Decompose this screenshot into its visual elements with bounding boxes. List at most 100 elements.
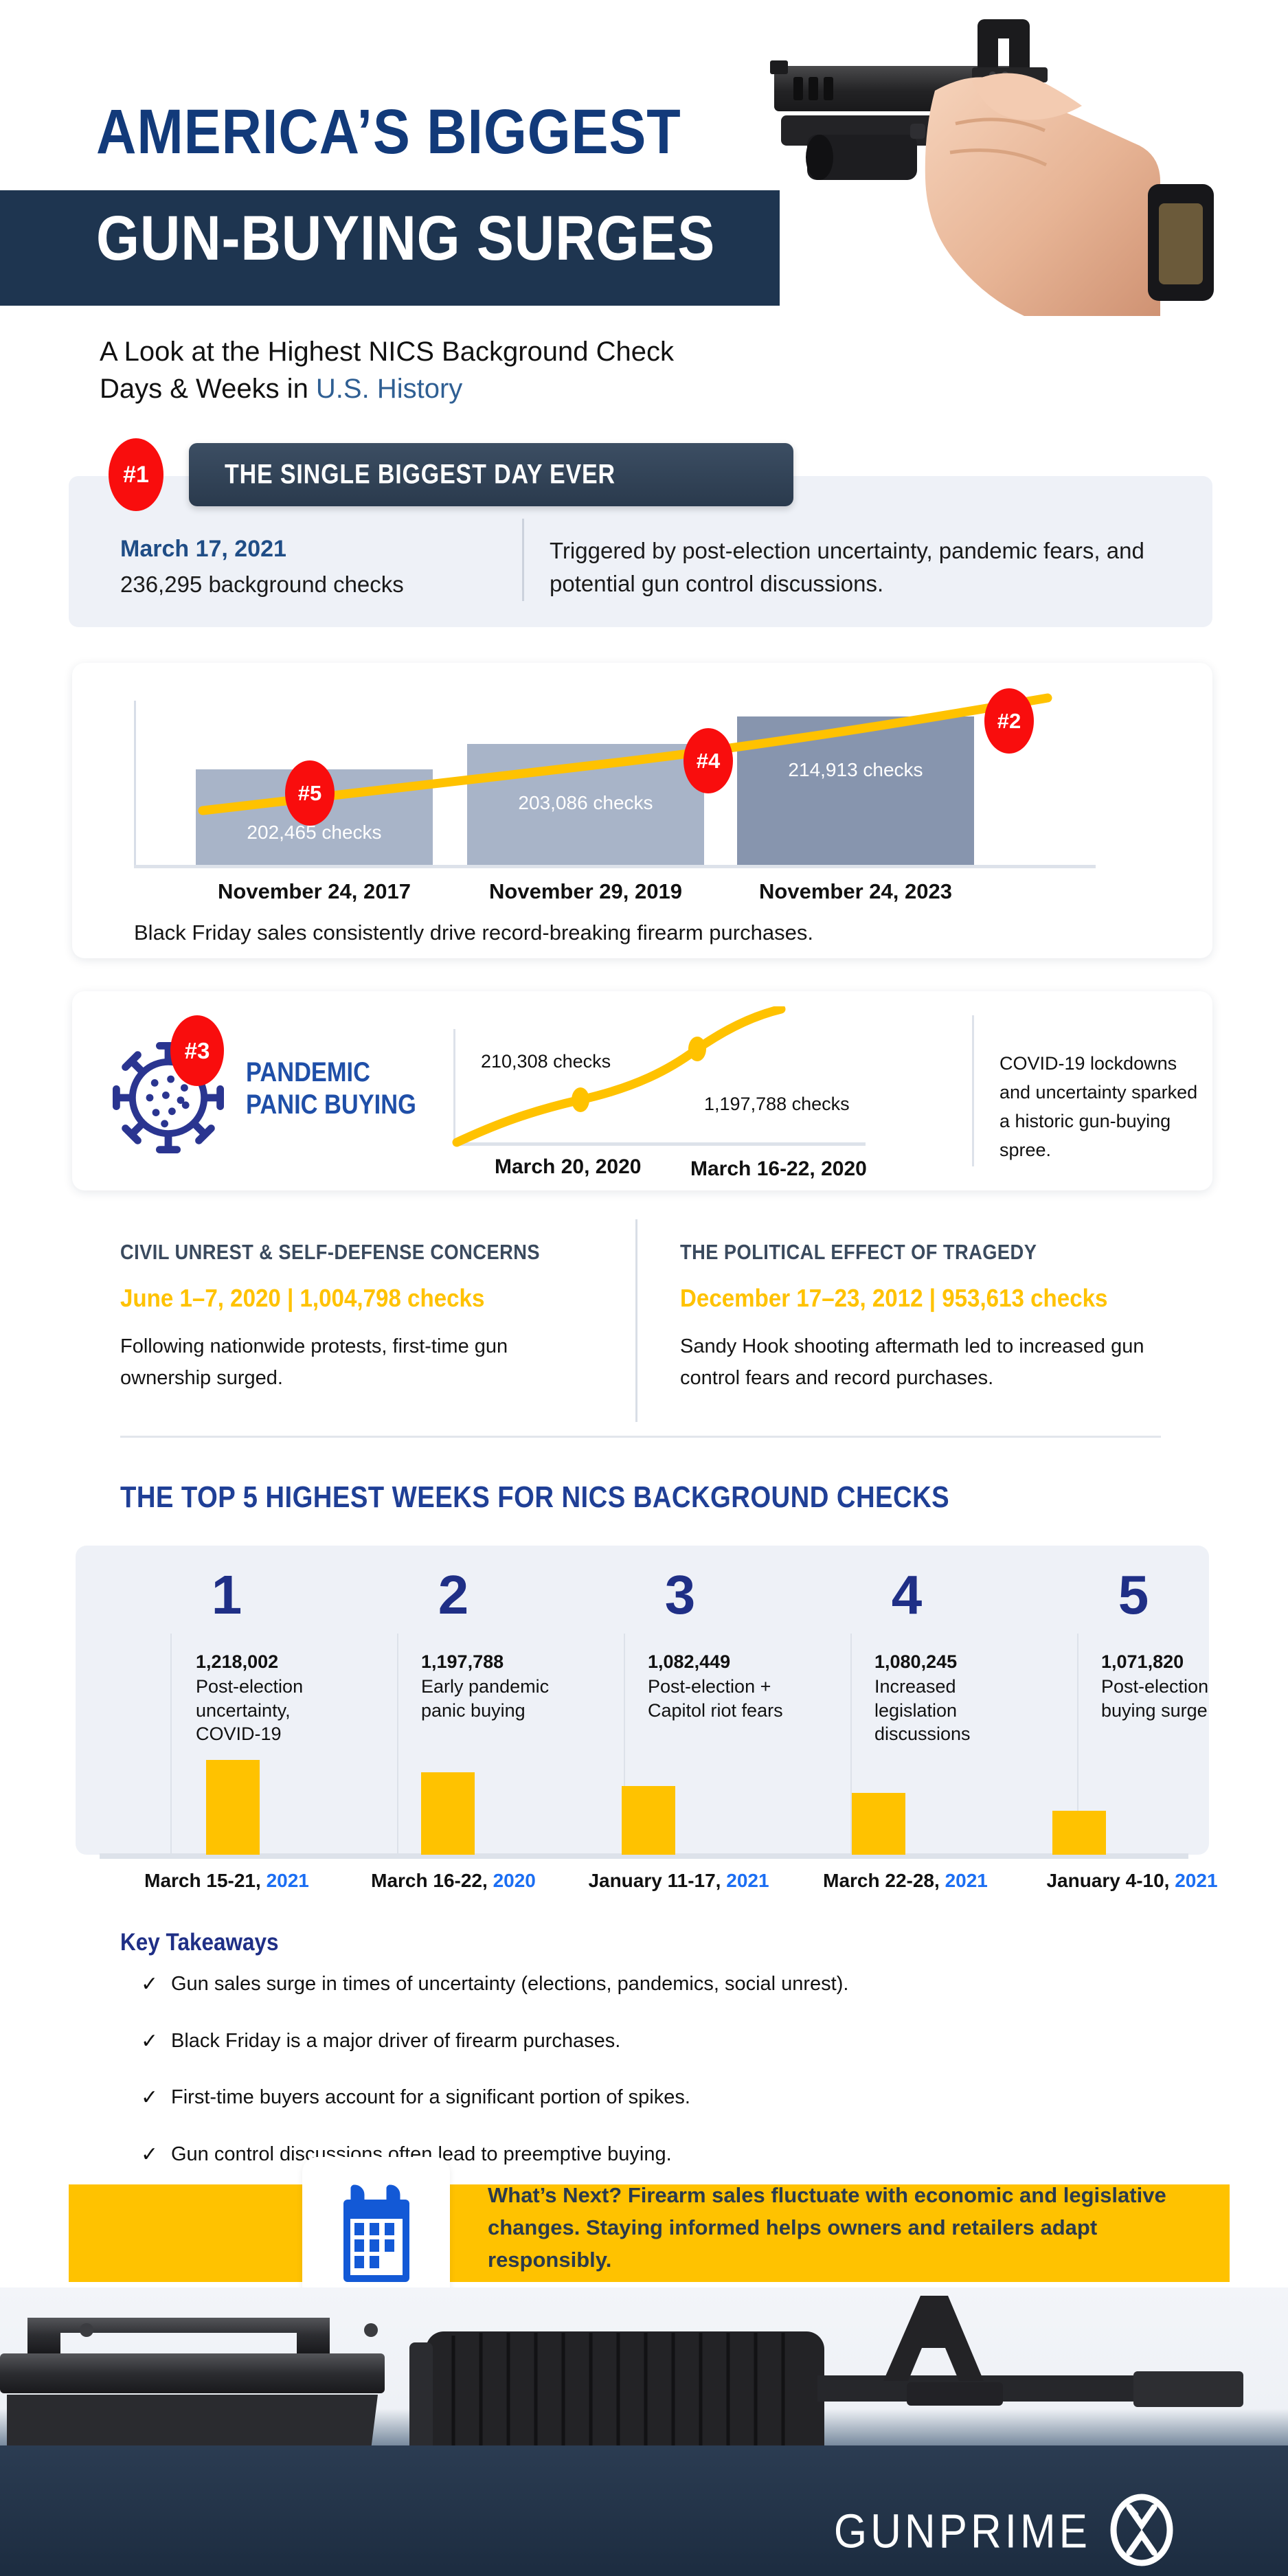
hero-title-line1: AMERICA’S BIGGEST: [96, 97, 681, 167]
key-takeaway-text-1: Black Friday is a major driver of firear…: [171, 2029, 621, 2052]
top5-description-4: Increased legislation discussions: [874, 1676, 971, 1745]
black-friday-x-axis: [134, 865, 1096, 868]
black-friday-bar-label-2: 214,913 checks: [788, 759, 923, 780]
rank-badge-2: #2: [984, 688, 1034, 754]
pandemic-divider: [972, 1015, 974, 1166]
top5-date-year-3: 2021: [726, 1870, 769, 1891]
top5-date-year-2: 2020: [493, 1870, 536, 1891]
whats-next-icon-box: [302, 2157, 450, 2312]
top5-date-year-1: 2021: [266, 1870, 309, 1891]
top5-value-1: 1,218,002: [196, 1651, 279, 1672]
pandemic-x-axis: [453, 1142, 866, 1146]
biggest-day-date: March 17, 2021: [120, 536, 286, 562]
pandemic-xlabel-1: March 16-22, 2020: [690, 1157, 867, 1180]
crosshair-circle-icon: [1109, 2492, 1175, 2571]
top5-separator-3: [850, 1634, 852, 1855]
page-subtitle: A Look at the Highest NICS Background Ch…: [100, 333, 924, 408]
subtitle-link-us-history[interactable]: U.S. History: [315, 374, 463, 405]
top5-date-3: January 11-17, 2021: [576, 1870, 782, 1892]
pandemic-card: [72, 991, 1212, 1190]
subtitle-line1: A Look at the Highest NICS Background Ch…: [100, 337, 675, 367]
top5-value-4: 1,080,245: [874, 1651, 958, 1672]
hero-section: AMERICA’S BIGGEST GUN-BUYING SURGES: [0, 0, 1288, 316]
key-takeaway-item-1: ✓ Black Friday is a major driver of fire…: [141, 2029, 1103, 2055]
whats-next-text: What’s Next? Firearm sales fluctuate wit…: [488, 2183, 1166, 2272]
top5-rank-3: 3: [664, 1564, 696, 1625]
column-political-tragedy-body: Sandy Hook shooting aftermath led to inc…: [680, 1335, 1144, 1390]
top5-rank-5: 5: [1118, 1564, 1149, 1625]
biggest-day-note: Triggered by post-election uncertainty, …: [550, 538, 1144, 596]
brand-logo[interactable]: GUNPRIME: [834, 2492, 1175, 2571]
check-mark-icon: ✓: [141, 2143, 159, 2166]
check-mark-icon: ✓: [141, 1973, 159, 1996]
top5-date-5: January 4-10, 2021: [1029, 1870, 1235, 1892]
hero-band: [0, 190, 780, 306]
key-takeaway-item-0: ✓ Gun sales surge in times of uncertaint…: [141, 1971, 1103, 1998]
pandemic-line-chart: [452, 1006, 786, 1147]
footer-band: [0, 2445, 1288, 2576]
top5-description-1: Post-election uncertainty, COVID-19: [196, 1676, 304, 1745]
top5-rank-4: 4: [891, 1564, 923, 1625]
top5-date-2: March 16-22, 2020: [350, 1870, 556, 1892]
subtitle-line2-prefix: Days & Weeks in: [100, 374, 316, 405]
top5-bar-2: [421, 1772, 475, 1855]
section-divider-rule: [120, 1436, 1161, 1438]
pandemic-note: COVID-19 lockdowns and uncertainty spark…: [999, 1053, 1198, 1160]
top5-rank-2: 2: [438, 1564, 469, 1625]
top5-date-month-4: March 22-28,: [823, 1870, 940, 1891]
top5-description-3: Post-election + Capitol riot fears: [648, 1676, 783, 1721]
top5-description-5: Post-election buying surge: [1101, 1676, 1209, 1721]
black-friday-bar-1: 203,086 checks: [467, 744, 704, 865]
top5-date-year-5: 2021: [1175, 1870, 1218, 1891]
pandemic-title-line2: PANIC BUYING: [246, 1089, 416, 1120]
rank-badge-3: #3: [170, 1015, 224, 1086]
check-mark-icon: ✓: [141, 2086, 159, 2109]
top5-rank-1: 1: [211, 1564, 242, 1625]
check-mark-icon: ✓: [141, 2029, 159, 2053]
pistol-photo: [766, 0, 1288, 316]
top5-value-3: 1,082,449: [648, 1651, 731, 1672]
rank-badge-5: #5: [285, 760, 335, 826]
column-political-tragedy: THE POLITICAL EFFECT OF TRAGEDY December…: [680, 1240, 1161, 1394]
black-friday-bar-2: 214,913 checks: [737, 716, 974, 865]
pandemic-xlabel-0: March 20, 2020: [495, 1155, 642, 1178]
brand-wordmark: GUNPRIME: [833, 2505, 1091, 2559]
top5-date-month-2: March 16-22,: [371, 1870, 488, 1891]
pandemic-y-axis: [453, 1029, 455, 1144]
top5-bar-5: [1052, 1811, 1106, 1855]
rank-badge-1: #1: [109, 438, 163, 511]
top5-separator-4: [1077, 1634, 1078, 1855]
top5-separator-1: [397, 1634, 398, 1855]
biggest-day-checks: 236,295 background checks: [120, 572, 404, 597]
biggest-day-ribbon-label: THE SINGLE BIGGEST DAY EVER: [225, 459, 615, 490]
whats-next-band: [69, 2184, 1230, 2282]
black-friday-xlabel-0: November 24, 2017: [218, 879, 411, 903]
top5-date-month-5: January 4-10,: [1046, 1870, 1170, 1891]
top5-bar-3: [622, 1786, 675, 1855]
top5-title: THE TOP 5 HIGHEST WEEKS FOR NICS BACKGRO…: [120, 1480, 950, 1514]
key-takeaway-text-0: Gun sales surge in times of uncertainty …: [171, 1973, 849, 1995]
top5-separator-2: [624, 1634, 625, 1855]
pandemic-title: PANDEMIC PANIC BUYING: [246, 1057, 416, 1121]
top5-value-5: 1,071,820: [1101, 1651, 1184, 1672]
top5-value-2: 1,197,788: [421, 1651, 504, 1672]
column-political-tragedy-heading: THE POLITICAL EFFECT OF TRAGEDY: [680, 1240, 1037, 1264]
black-friday-xlabel-2: November 24, 2023: [759, 879, 952, 903]
top5-description-2: Early pandemic panic buying: [421, 1676, 550, 1721]
column-civil-unrest: CIVIL UNREST & SELF-DEFENSE CONCERNS Jun…: [120, 1240, 574, 1394]
column-political-tragedy-stat: December 17–23, 2012 | 953,613 checks: [680, 1284, 1108, 1312]
black-friday-y-axis: [134, 701, 136, 867]
top5-date-month-3: January 11-17,: [588, 1870, 721, 1891]
column-civil-unrest-heading: CIVIL UNREST & SELF-DEFENSE CONCERNS: [120, 1240, 541, 1264]
key-takeaway-text-2: First-time buyers account for a signific…: [171, 2086, 690, 2108]
pandemic-point-label-0: 210,308 checks: [481, 1051, 611, 1072]
rank-badge-4: #4: [683, 728, 733, 793]
calendar-icon: [343, 2184, 409, 2282]
top5-bar-1: [206, 1760, 260, 1855]
key-takeaways-title: Key Takeaways: [120, 1929, 279, 1956]
key-takeaway-item-3: ✓ Gun control discussions often lead to …: [141, 2142, 1103, 2168]
top5-separator-0: [170, 1634, 172, 1855]
black-friday-bar-label-1: 203,086 checks: [518, 792, 653, 813]
top5-date-month-1: March 15-21,: [144, 1870, 261, 1891]
two-column-divider: [635, 1219, 637, 1422]
